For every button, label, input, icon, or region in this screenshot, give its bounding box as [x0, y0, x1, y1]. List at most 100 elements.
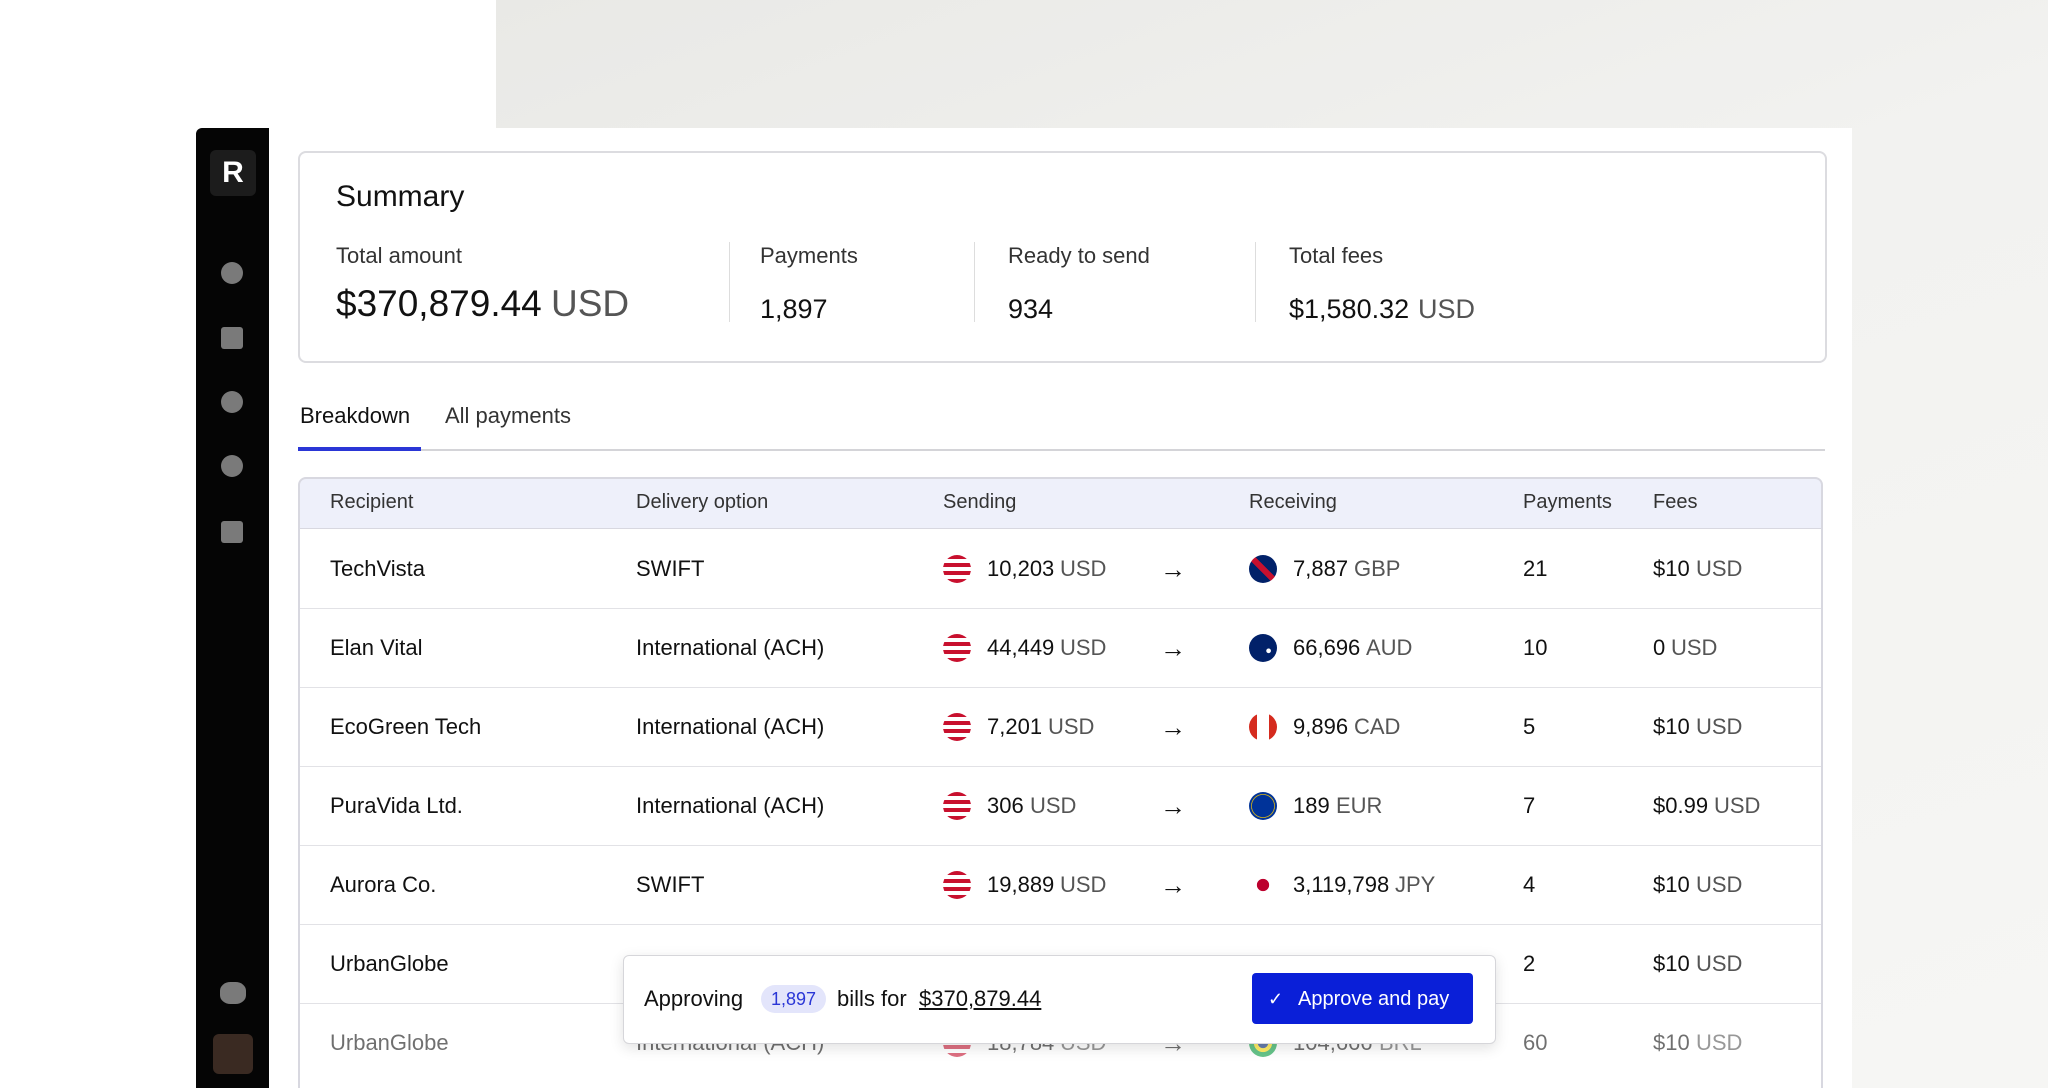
summary-card — [298, 151, 1827, 363]
metric-label: Total fees — [1289, 243, 1384, 268]
nav-briefcase[interactable] — [221, 521, 243, 543]
divider — [1255, 242, 1256, 322]
summary-title: Summary — [336, 180, 465, 213]
divider — [974, 242, 975, 322]
fees-amount: $0.99 — [1653, 792, 1709, 818]
nav-add[interactable] — [221, 262, 243, 284]
payments: 4 — [1523, 871, 1536, 897]
row-divider — [300, 845, 1821, 846]
nav-savings[interactable] — [220, 982, 246, 1004]
sending-currency: USD — [1048, 713, 1095, 739]
flag — [1249, 870, 1277, 899]
arrow: → — [1160, 790, 1186, 821]
metric-unit: USD — [1418, 294, 1476, 324]
nav-inbox[interactable] — [221, 327, 243, 349]
sending-currency: USD — [1030, 792, 1077, 818]
fees-currency: USD — [1696, 1029, 1743, 1055]
delivery-option: International (ACH) — [636, 713, 825, 739]
sending-currency: USD — [1060, 555, 1107, 581]
flag — [943, 554, 971, 583]
payments: 2 — [1523, 950, 1536, 976]
tab-rule — [298, 449, 1825, 451]
toast-count: 1,897 — [761, 985, 827, 1013]
flag — [943, 712, 971, 741]
receiving-currency: AUD — [1366, 634, 1413, 660]
toast-prefix: Approving — [644, 986, 744, 1011]
metric-unit: USD — [551, 283, 630, 324]
arrow: → — [1160, 553, 1186, 584]
check-icon: ✓ — [1268, 989, 1284, 1009]
receiving-amount: 189 — [1293, 792, 1330, 818]
recipient: Elan Vital — [330, 634, 423, 660]
metric-value: $370,879.44 — [336, 283, 542, 324]
sending-currency: USD — [1060, 871, 1107, 897]
metric-value: 934 — [1008, 294, 1054, 324]
fees-currency: USD — [1696, 871, 1743, 897]
recipient: EcoGreen Tech — [330, 713, 482, 739]
payments: 5 — [1523, 713, 1536, 739]
metric-value: $1,580.32 — [1289, 294, 1410, 324]
recipient: PuraVida Ltd. — [330, 792, 463, 818]
table-header — [298, 477, 1823, 529]
tab[interactable]: All payments — [445, 403, 571, 428]
tab-indicator — [298, 447, 421, 451]
recipient: Aurora Co. — [330, 871, 437, 897]
payments: 10 — [1523, 634, 1548, 660]
fees-amount: 0 — [1653, 634, 1666, 660]
divider — [729, 242, 730, 322]
approve-button[interactable] — [1252, 973, 1473, 1024]
receiving-amount: 66,696 — [1293, 634, 1361, 660]
receiving-currency: EUR — [1336, 792, 1383, 818]
sending-amount: 306 — [987, 792, 1024, 818]
recipient: UrbanGlobe — [330, 950, 449, 976]
sending-amount: 19,889 — [987, 871, 1055, 897]
sidebar: R — [196, 128, 269, 1088]
flag — [943, 791, 971, 820]
metric-label: Ready to send — [1008, 243, 1150, 268]
flag — [1249, 712, 1277, 741]
toast-amount[interactable]: $370,879.44 — [919, 986, 1042, 1011]
column-header: Recipient — [330, 491, 414, 513]
fees-currency: USD — [1696, 713, 1743, 739]
column-header: Fees — [1653, 491, 1698, 513]
delivery-option: SWIFT — [636, 555, 705, 581]
button-label[interactable]: Approve and pay — [1298, 988, 1450, 1010]
column-header: Sending — [943, 491, 1017, 513]
payments: 60 — [1523, 1029, 1548, 1055]
receiving-currency: CAD — [1354, 713, 1401, 739]
receiving-amount: 7,887 — [1293, 555, 1349, 581]
receiving-amount: 9,896 — [1293, 713, 1349, 739]
recipient: TechVista — [330, 555, 425, 581]
table-body — [298, 529, 1823, 1088]
column-header: Delivery option — [636, 491, 769, 513]
row-divider — [300, 687, 1821, 688]
flag — [1249, 554, 1277, 583]
payments: 21 — [1523, 555, 1548, 581]
nav-receive[interactable] — [221, 455, 243, 477]
sending-currency: USD — [1060, 634, 1107, 660]
fees-currency: USD — [1714, 792, 1761, 818]
recipient: UrbanGlobe — [330, 1029, 449, 1055]
fees-currency: USD — [1696, 950, 1743, 976]
metric-value: 1,897 — [760, 294, 828, 324]
fees-currency: USD — [1671, 634, 1718, 660]
row-divider — [300, 924, 1821, 925]
delivery-option: SWIFT — [636, 871, 705, 897]
metric-label: Total amount — [336, 243, 462, 268]
column-header: Payments — [1523, 491, 1612, 513]
fees-amount: $10 — [1653, 713, 1690, 739]
fees-currency: USD — [1696, 555, 1743, 581]
sending-amount: 10,203 — [987, 555, 1055, 581]
logo[interactable]: R — [210, 150, 256, 196]
nav-send[interactable] — [221, 391, 243, 413]
payments: 7 — [1523, 792, 1536, 818]
receiving-amount: 3,119,798 — [1293, 871, 1390, 897]
fees-amount: $10 — [1653, 555, 1690, 581]
toast-middle: bills for — [837, 986, 907, 1011]
flag — [943, 633, 971, 662]
flag — [1249, 791, 1277, 820]
avatar[interactable] — [213, 1034, 253, 1074]
delivery-option: International (ACH) — [636, 792, 825, 818]
tab[interactable]: Breakdown — [300, 403, 411, 428]
